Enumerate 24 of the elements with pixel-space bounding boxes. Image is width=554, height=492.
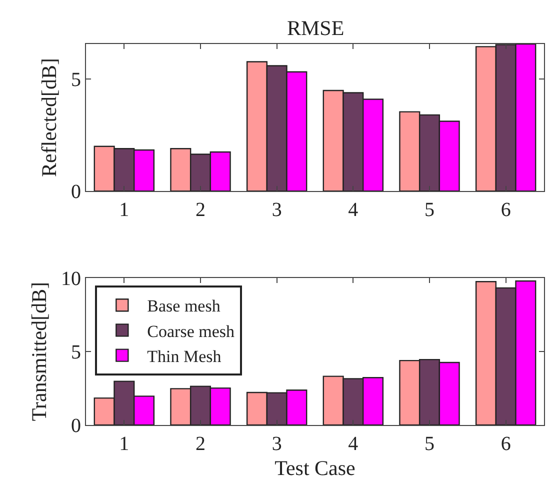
y-axis-title: Transmitted[dB] <box>27 282 52 422</box>
y-tick-label: 0 <box>71 415 81 438</box>
y-tick-label: 5 <box>71 68 81 91</box>
y-axis-title: Reflected[dB] <box>37 58 62 178</box>
legend-label: Coarse mesh <box>147 322 235 341</box>
x-axis-title: Test Case <box>274 456 356 480</box>
x-tick-label: 6 <box>500 199 511 222</box>
x-tick-label: 4 <box>348 433 358 455</box>
legend-label: Thin Mesh <box>147 346 222 366</box>
x-tick-label: 5 <box>424 199 434 222</box>
y-tick-label: 5 <box>71 341 81 364</box>
x-tick-label: 5 <box>424 433 434 455</box>
x-tick-label: 6 <box>500 433 511 455</box>
x-tick-label: 2 <box>196 433 206 455</box>
y-tick-label: 10 <box>61 268 81 290</box>
y-tick-label: 0 <box>71 181 81 204</box>
legend-label: Base mesh <box>147 296 221 316</box>
x-tick-label: 4 <box>348 199 358 222</box>
chart-title: RMSE <box>287 16 344 40</box>
x-tick-label: 3 <box>272 199 282 222</box>
x-tick-label: 3 <box>272 433 282 455</box>
x-tick-label: 1 <box>119 433 130 455</box>
x-tick-label: 1 <box>119 199 130 222</box>
x-tick-label: 2 <box>196 199 206 222</box>
